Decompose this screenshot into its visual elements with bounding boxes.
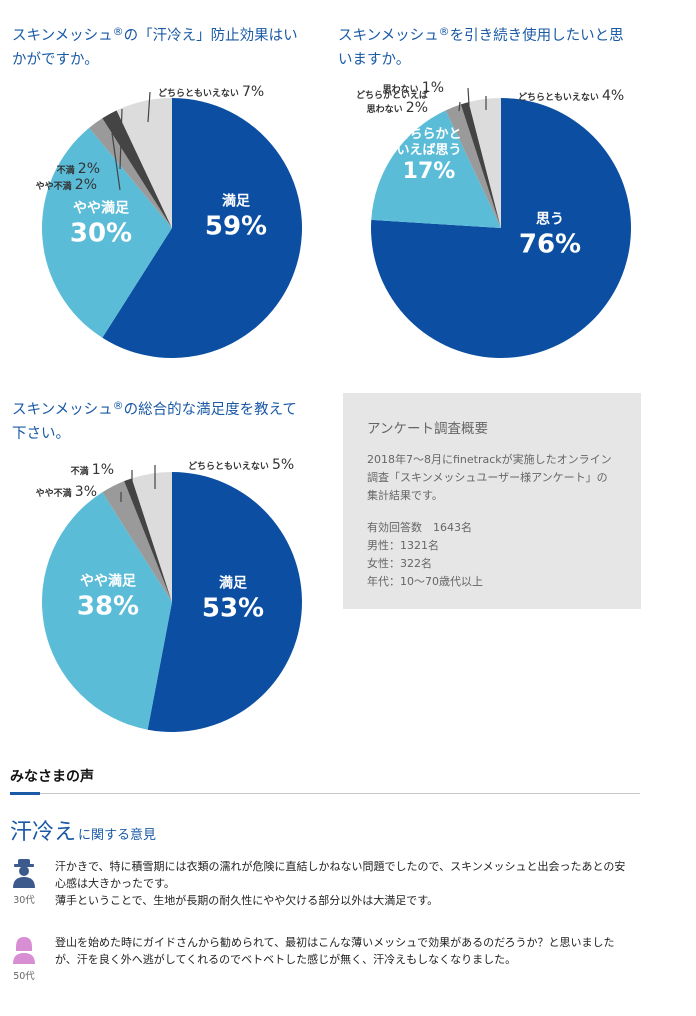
svg-text:やや不満 2%: やや不満 2% bbox=[36, 177, 97, 193]
svg-text:やや満足: やや満足 bbox=[80, 573, 137, 590]
summary-title: アンケート調査概要 bbox=[367, 421, 488, 437]
topic-heading-main: 汗冷え bbox=[10, 820, 77, 845]
summary-desc-line: 調査「スキンメッシュユーザー様アンケート」の bbox=[367, 471, 608, 484]
pie-label-どちらかといえば思わない: どちらかといえば思わない 2% bbox=[356, 89, 461, 116]
svg-text:思う: 思う bbox=[536, 212, 564, 228]
svg-text:76%: 76% bbox=[519, 229, 581, 259]
svg-text:不満 2%: 不満 2% bbox=[57, 161, 100, 177]
summary-desc-line: 集計結果です。 bbox=[367, 489, 443, 502]
svg-text:満足: 満足 bbox=[222, 193, 251, 210]
svg-text:やや満足: やや満足 bbox=[73, 200, 130, 217]
pie-slice-どちらかといえば思わない bbox=[445, 104, 501, 228]
summary-stat-female: 女性：322名 bbox=[367, 557, 432, 570]
pie-slice-満足 bbox=[147, 472, 302, 732]
comment-age: 30代 bbox=[13, 895, 35, 906]
comment-text: 汗かきで、特に積雪期には衣類の濡れが危険に直結しかねない問題でしたので、スキンメ… bbox=[55, 860, 626, 907]
svg-text:30%: 30% bbox=[70, 218, 132, 248]
svg-text:どちらともいえない 5%: どちらともいえない 5% bbox=[188, 457, 294, 473]
chart-2-title: スキンメッシュ®を引き続き使用したいと思 いますか。 bbox=[338, 25, 624, 68]
pie-label-思わない: 思わない 1% bbox=[383, 80, 470, 106]
svg-text:17%: 17% bbox=[403, 159, 456, 184]
svg-text:53%: 53% bbox=[202, 593, 264, 623]
comment-text: 登山を始めた時にガイドさんから勧められて、最初はこんな薄いメッシュで効果があるの… bbox=[55, 936, 615, 966]
pie-slice-不満 bbox=[124, 478, 172, 602]
svg-text:満足: 満足 bbox=[219, 575, 248, 592]
pie-label-どちらともいえない: どちらともいえない 4% bbox=[485, 88, 624, 110]
pie-slice-満足 bbox=[102, 98, 303, 358]
topic-heading: 汗冷え に関する意見 bbox=[10, 814, 156, 846]
pie-slice-やや満足 bbox=[41, 492, 173, 730]
pie-label-やや不満: やや不満 3% bbox=[36, 484, 122, 502]
svg-text:どちらかといえば思わない 2%: どちらかといえば思わない 2% bbox=[356, 89, 428, 116]
svg-text:どちらともいえない 4%: どちらともいえない 4% bbox=[518, 88, 624, 104]
svg-text:38%: 38% bbox=[77, 591, 139, 621]
voices-divider-accent bbox=[10, 792, 40, 795]
voices-divider bbox=[10, 793, 640, 794]
comment-avatar: 50代 bbox=[10, 934, 38, 982]
svg-text:不満 1%: 不満 1% bbox=[71, 462, 114, 478]
summary-stat-responses: 有効回答数 1643名 bbox=[367, 521, 472, 534]
male-avatar-icon bbox=[13, 859, 35, 888]
svg-text:59%: 59% bbox=[205, 211, 267, 241]
summary-desc-line: 2018年7〜8月にfinetrackが実施したオンライン bbox=[367, 453, 612, 466]
svg-text:やや不満 3%: やや不満 3% bbox=[36, 484, 97, 500]
comment-age: 50代 bbox=[13, 971, 35, 982]
pie-slice-思う bbox=[371, 98, 632, 359]
svg-text:思わない 1%: 思わない 1% bbox=[383, 80, 444, 96]
pie-slice-どちらかといえば思う bbox=[371, 110, 501, 228]
pie-label-不満: 不満 1% bbox=[71, 462, 133, 488]
survey-summary-box: アンケート調査概要 2018年7〜8月にfinetrackが実施したオンライン … bbox=[343, 393, 641, 609]
pie-slice-どちらともいえない bbox=[468, 98, 501, 228]
chart-3-title: スキンメッシュ®の総合的な満足度を教えて 下さい。 bbox=[12, 399, 297, 442]
svg-text:いえば思う: いえば思う bbox=[396, 143, 461, 158]
svg-text:どちらかと: どちらかと bbox=[396, 127, 461, 142]
pie-slice-どちらともいえない bbox=[131, 472, 172, 602]
pie-label-どちらともいえない: どちらともいえない 7% bbox=[147, 84, 264, 123]
pie-slice-思わない bbox=[460, 102, 501, 228]
chart-1-title: スキンメッシュ®の「汗冷え」防止効果はい かがですか。 bbox=[12, 25, 298, 68]
pie-slice-どちらともいえない bbox=[116, 98, 172, 228]
pie-slice-やや不満 bbox=[102, 481, 172, 602]
summary-stat-age: 年代：10〜70歳代以上 bbox=[367, 575, 483, 588]
svg-text:どちらともいえない 7%: どちらともいえない 7% bbox=[158, 84, 264, 100]
pie-slice-やや満足 bbox=[41, 127, 172, 338]
pie-slice-不満 bbox=[102, 110, 172, 228]
topic-heading-sub: に関する意見 bbox=[78, 828, 157, 843]
voices-section-title: みなさまの声 bbox=[10, 769, 94, 785]
pie-label-どちらともいえない: どちらともいえない 5% bbox=[154, 457, 294, 489]
pie-label-不満: 不満 2% bbox=[57, 108, 123, 177]
summary-stat-male: 男性：1321名 bbox=[367, 539, 439, 552]
female-avatar-icon bbox=[13, 937, 35, 964]
pie-label-やや不満: やや不満 2% bbox=[36, 132, 121, 193]
pie-slice-やや不満 bbox=[89, 118, 172, 228]
comment-avatar: 30代 bbox=[10, 858, 38, 906]
